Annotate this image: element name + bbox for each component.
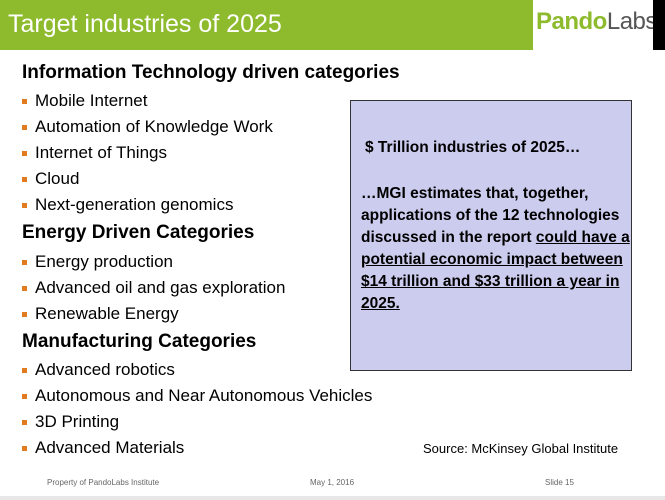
list-item: Advanced oil and gas exploration (22, 278, 285, 298)
callout-text: …MGI estimates that, together, applicati… (361, 183, 631, 315)
callout-text-plain: …MGI estimates that, together, applicati… (361, 185, 620, 246)
list-item: Renewable Energy (22, 304, 179, 324)
list-item: Internet of Things (22, 143, 167, 163)
list-item: Advanced Materials (22, 438, 184, 458)
footer-date: May 1, 2016 (310, 478, 355, 487)
pandolabs-logo: PandoLabs (536, 8, 657, 35)
list-item: Autonomous and Near Autonomous Vehicles (22, 386, 372, 406)
section-heading-it: Information Technology driven categories (22, 62, 400, 83)
list-item: Advanced robotics (22, 360, 175, 380)
slide-title: Target industries of 2025 (8, 10, 282, 38)
footer-divider (0, 496, 665, 500)
list-item: Cloud (22, 169, 79, 189)
title-bar: Target industries of 2025 (0, 0, 533, 50)
edge-strip (653, 0, 665, 50)
list-item: Energy production (22, 252, 173, 272)
section-heading-manufacturing: Manufacturing Categories (22, 331, 257, 352)
list-item: 3D Printing (22, 412, 119, 432)
source-note: Source: McKinsey Global Institute (423, 441, 619, 456)
callout-heading: $ Trillion industries of 2025… (365, 139, 581, 156)
footer-slide-number: Slide 15 (545, 478, 574, 487)
callout-box: $ Trillion industries of 2025… …MGI esti… (350, 100, 632, 371)
section-heading-energy: Energy Driven Categories (22, 222, 255, 243)
callout-text-underlined: could have a potential economic impact b… (361, 229, 630, 312)
list-item: Automation of Knowledge Work (22, 117, 273, 137)
footer-left: Property of PandoLabs Institute (47, 478, 160, 487)
list-item: Mobile Internet (22, 91, 147, 111)
list-item: Next-generation genomics (22, 195, 233, 215)
